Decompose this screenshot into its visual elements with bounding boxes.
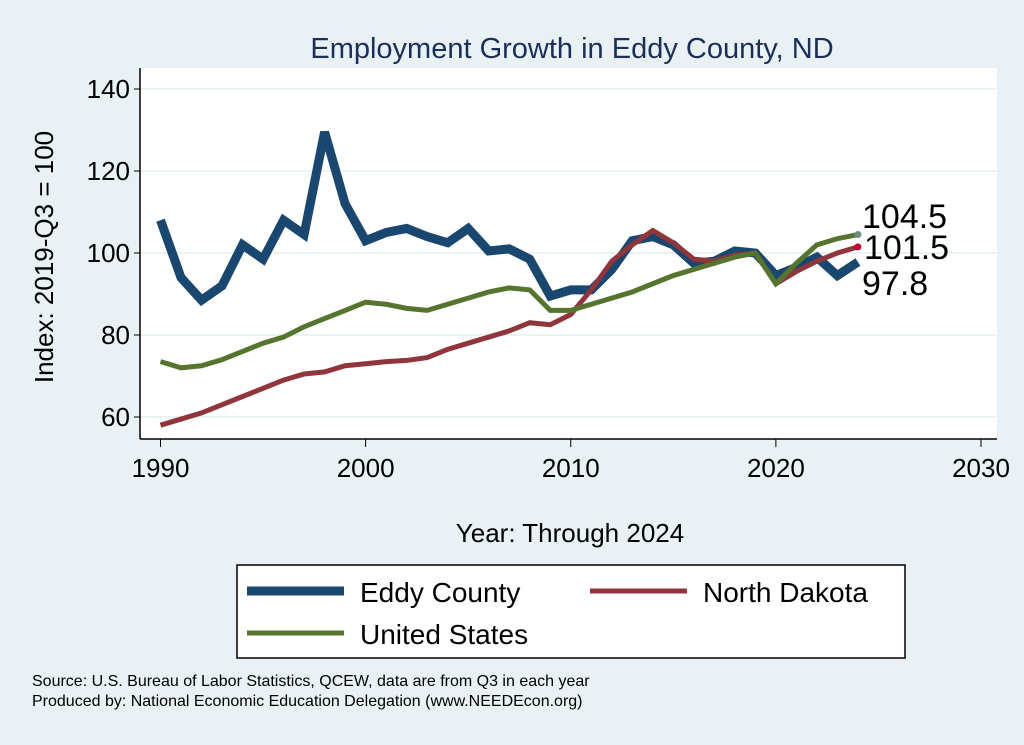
y-tick-label: 120: [87, 156, 130, 186]
y-tick-label: 140: [87, 74, 130, 104]
x-tick-label: 1990: [132, 453, 190, 483]
y-axis-label: Index: 2019-Q3 = 100: [29, 131, 59, 383]
produced-note: Produced by: National Economic Education…: [32, 693, 583, 710]
x-tick-label: 2020: [747, 453, 805, 483]
x-tick-label: 2030: [952, 453, 1010, 483]
series-line-eddy-county: [156, 130, 861, 307]
end-label-united-states: 104.5: [862, 198, 947, 236]
legend-label: Eddy County: [360, 577, 520, 608]
y-tick-label: 100: [87, 238, 130, 268]
legend-label: United States: [360, 619, 528, 650]
legend-box: [236, 564, 906, 659]
end-label-eddy-county: 97.8: [862, 265, 928, 303]
source-note: Source: U.S. Bureau of Labor Statistics,…: [32, 673, 590, 690]
series-line-united-states: [159, 232, 859, 371]
y-tick-label: 80: [101, 320, 130, 350]
end-point-marker: [854, 231, 862, 239]
end-point-marker: [854, 243, 862, 251]
end-label-north-dakota: 101.5: [864, 229, 949, 267]
x-axis-label: Year: Through 2024: [456, 518, 684, 548]
y-tick-label: 60: [101, 402, 130, 432]
legend-label: North Dakota: [703, 577, 868, 608]
x-tick-label: 2000: [337, 453, 395, 483]
chart-title: Employment Growth in Eddy County, ND: [310, 33, 833, 65]
x-tick-label: 2010: [542, 453, 600, 483]
